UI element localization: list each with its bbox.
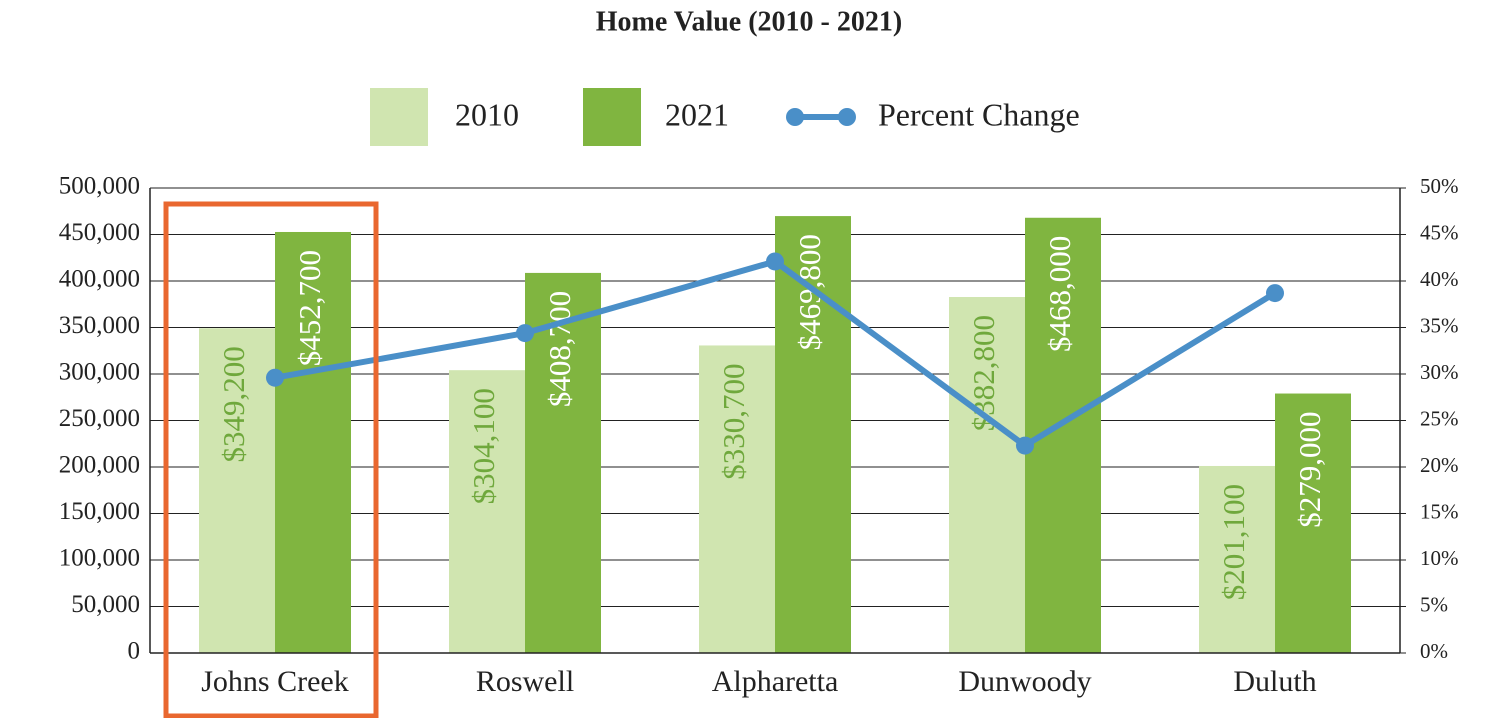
bar [275, 231, 351, 653]
highlight-box [163, 201, 379, 718]
bar [525, 272, 601, 653]
line-point [516, 324, 534, 343]
x-tick-label: Johns Creek [201, 665, 348, 698]
y2-tick-label: 35% [1420, 313, 1459, 337]
line-point [1016, 436, 1034, 455]
y-tick-label: 300,000 [59, 359, 140, 386]
bar [699, 345, 775, 653]
y-tick-label: 450,000 [59, 219, 140, 246]
line-point [266, 368, 284, 387]
y2-tick-label: 20% [1420, 453, 1459, 477]
legend-swatch [838, 108, 856, 126]
legend-swatch [786, 108, 804, 126]
data-label: $452,700 [292, 250, 327, 366]
legend-label: Percent Change [878, 96, 1080, 132]
y2-tick-label: 10% [1420, 546, 1459, 570]
y-tick-label: 150,000 [59, 498, 140, 525]
y2-tick-label: 30% [1420, 360, 1459, 384]
data-label: $349,200 [216, 346, 251, 462]
y2-tick-label: 50% [1420, 174, 1459, 198]
y-tick-label: 50,000 [71, 591, 140, 618]
data-label: $330,700 [716, 363, 751, 479]
legend-swatch [583, 88, 641, 146]
y-tick-label: 100,000 [59, 545, 140, 572]
y-tick-label: 200,000 [59, 452, 140, 479]
bar [1275, 393, 1351, 653]
legend-label: 2021 [665, 96, 729, 132]
data-label: $279,000 [1292, 412, 1327, 528]
y-tick-label: 400,000 [59, 266, 140, 293]
line-point [1266, 284, 1284, 303]
y2-tick-label: 45% [1420, 220, 1459, 244]
y2-tick-label: 5% [1420, 592, 1448, 616]
y-tick-label: 350,000 [59, 312, 140, 339]
x-tick-label: Roswell [476, 665, 574, 698]
legend-label: 2010 [455, 96, 519, 132]
y2-tick-label: 40% [1420, 267, 1459, 291]
y-tick-label: 250,000 [59, 405, 140, 432]
x-tick-label: Dunwoody [958, 665, 1091, 698]
y2-tick-label: 15% [1420, 499, 1459, 523]
y-tick-label: 0 [128, 638, 141, 665]
x-tick-label: Alpharetta [712, 665, 839, 698]
chart-title: Home Value (2010 - 2021) [596, 6, 902, 37]
data-label: $201,100 [1216, 484, 1251, 600]
bar [449, 370, 525, 653]
y-tick-label: 500,000 [59, 173, 140, 200]
bar [1199, 465, 1275, 653]
data-label: $304,100 [466, 388, 501, 504]
y2-tick-label: 0% [1420, 639, 1448, 663]
data-label: $468,000 [1042, 236, 1077, 352]
y2-tick-label: 25% [1420, 406, 1459, 430]
legend-swatch [370, 88, 428, 146]
data-label: $408,700 [542, 291, 577, 407]
bar [949, 296, 1025, 653]
bar [199, 328, 275, 653]
x-tick-label: Duluth [1233, 665, 1316, 698]
line-point [766, 252, 784, 271]
data-label: $469,800 [792, 234, 827, 350]
